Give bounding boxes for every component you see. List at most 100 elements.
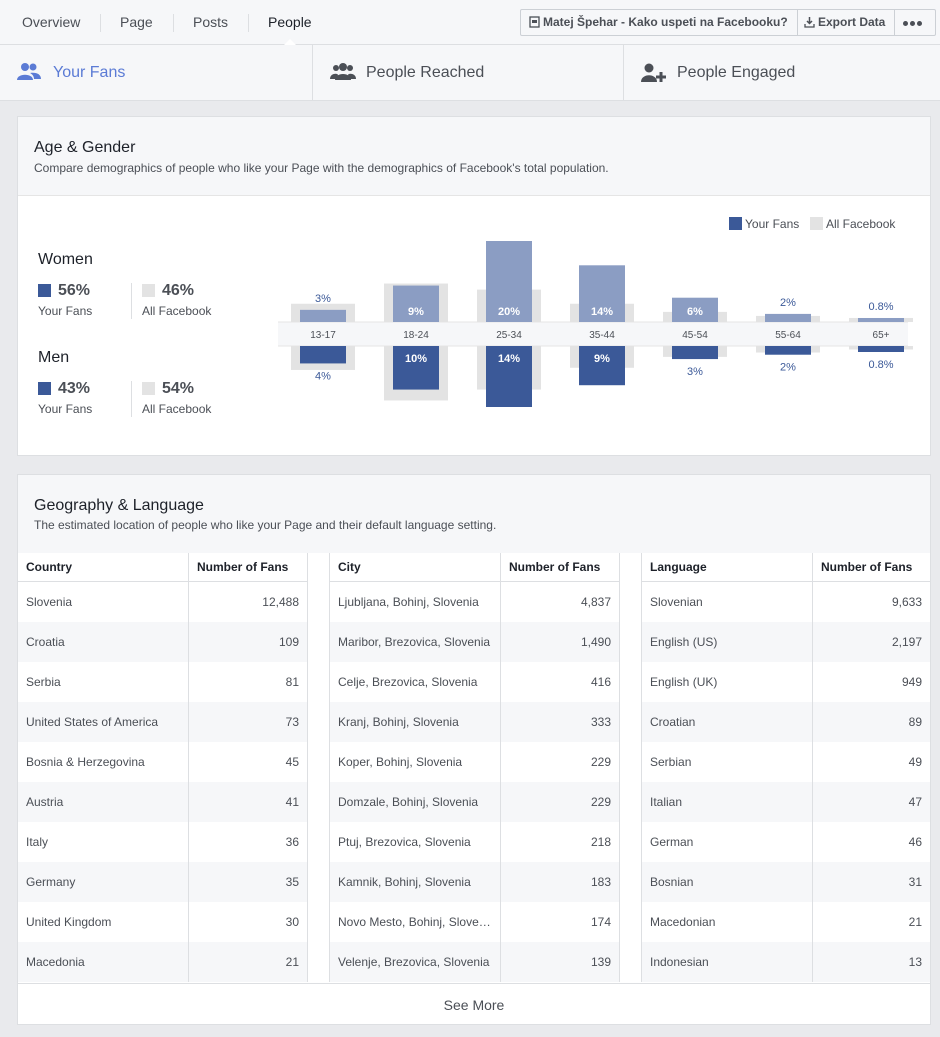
- column-header[interactable]: Number of Fans: [509, 560, 601, 574]
- see-more-button[interactable]: See More: [18, 983, 930, 1025]
- table-row: Kranj, Bohinj, Slovenia 333: [330, 702, 619, 742]
- panel-subtitle: Compare demographics of people who like …: [34, 161, 609, 175]
- row-fan-count: 229: [590, 755, 611, 769]
- table-row: Croatian 89: [642, 702, 930, 742]
- page-toolbar: Matej Špehar - Kako uspeti na Facebooku?…: [520, 9, 936, 36]
- women-data-label: 20%: [498, 306, 520, 318]
- subtab-your-fans[interactable]: Your Fans: [0, 45, 313, 101]
- women-fans-bar: [672, 297, 718, 322]
- men-data-label: 9%: [594, 353, 610, 365]
- men-fans-label: Your Fans: [38, 402, 93, 416]
- women-fans-bar: [858, 318, 904, 322]
- men-fans-pct: 43%: [58, 380, 91, 397]
- tab-divider: [100, 14, 101, 32]
- subtab-label: People Reached: [366, 64, 485, 81]
- row-name: Kranj, Bohinj, Slovenia: [338, 715, 459, 729]
- row-name: Velenje, Brezovica, Slovenia: [338, 955, 490, 969]
- page-button[interactable]: Matej Špehar - Kako uspeti na Facebooku?: [529, 10, 801, 35]
- women-fans-pct: 56%: [58, 282, 91, 299]
- legend-all-swatch: [810, 217, 823, 230]
- table-row: Serbia 81: [18, 662, 307, 702]
- row-name: Croatia: [26, 635, 65, 649]
- row-fan-count: 139: [590, 955, 611, 969]
- table-divider: [641, 553, 642, 982]
- row-fan-count: 13: [908, 955, 922, 969]
- row-name: Ljubljana, Bohinj, Slovenia: [338, 595, 479, 609]
- age-gender-panel: Age & Gender Compare demographics of peo…: [17, 116, 931, 456]
- row-fan-count: 9,633: [891, 595, 922, 609]
- row-fan-count: 21: [285, 955, 299, 969]
- table-row: Koper, Bohinj, Slovenia 229: [330, 742, 619, 782]
- table-row: Croatia 109: [18, 622, 307, 662]
- row-fan-count: 89: [908, 715, 922, 729]
- legend-all-facebook: All Facebook: [826, 217, 896, 231]
- age-tick-label: 25-34: [496, 330, 522, 341]
- row-name: German: [650, 835, 694, 849]
- men-data-label: 3%: [687, 366, 703, 378]
- geo-table-country: Country Number of Fans Slovenia 12,488 Croat…: [18, 553, 308, 983]
- subtab-people-engaged[interactable]: People Engaged: [624, 45, 940, 101]
- toolbar-divider: [894, 10, 895, 35]
- panel-title: Age & Gender: [34, 139, 136, 156]
- age-tick-label: 13-17: [310, 330, 336, 341]
- export-data-button[interactable]: Export Data: [804, 10, 896, 35]
- row-name: Italy: [26, 835, 49, 849]
- women-fans-bar: [765, 313, 811, 322]
- tab-posts[interactable]: Posts: [193, 14, 229, 30]
- row-fan-count: 4,837: [580, 595, 611, 609]
- men-fans-bar: [672, 346, 718, 360]
- panel-subtitle: The estimated location of people who lik…: [34, 518, 497, 532]
- table-row: United Kingdom 30: [18, 902, 307, 942]
- row-fan-count: 333: [590, 715, 611, 729]
- column-header[interactable]: City: [338, 560, 361, 574]
- table-row: Macedonia 21: [18, 942, 307, 982]
- men-all-label: All Facebook: [142, 402, 212, 416]
- table-row: Celje, Brezovica, Slovenia 416: [330, 662, 619, 702]
- tab-divider: [248, 14, 249, 32]
- men-fans-swatch: [38, 382, 51, 395]
- people-reached-icon: [330, 63, 356, 80]
- women-data-label: 3%: [315, 293, 331, 305]
- tab-people[interactable]: People: [268, 0, 312, 45]
- row-fan-count: 229: [590, 795, 611, 809]
- geography-panel: Geography & Language The estimated locat…: [17, 474, 931, 1025]
- page-icon: [529, 16, 540, 28]
- table-row: Serbian 49: [642, 742, 930, 782]
- row-fan-count: 47: [908, 795, 922, 809]
- row-fan-count: 36: [285, 835, 299, 849]
- women-fans-label: Your Fans: [38, 304, 93, 318]
- fans-icon: [17, 63, 41, 80]
- table-row: Italian 47: [642, 782, 930, 822]
- row-fan-count: 2,197: [891, 635, 922, 649]
- table-row: Bosnia & Herzegovina 45: [18, 742, 307, 782]
- row-fan-count: 41: [285, 795, 299, 809]
- row-fan-count: 81: [285, 675, 299, 689]
- row-name: Austria: [26, 795, 64, 809]
- column-header[interactable]: Language: [650, 560, 707, 574]
- toolbar-divider: [797, 10, 798, 35]
- table-row: Novo Mesto, Bohinj, Slove… 174: [330, 902, 619, 942]
- tab-page[interactable]: Page: [120, 14, 153, 30]
- panel-header: Geography & Language The estimated locat…: [18, 475, 930, 553]
- people-subtabs: Your Fans People Reached People Engaged: [0, 45, 940, 101]
- row-fan-count: 12,488: [262, 595, 299, 609]
- table-header: Language Number of Fans: [642, 553, 930, 582]
- column-header[interactable]: Number of Fans: [197, 560, 289, 574]
- more-options-button[interactable]: [903, 10, 935, 35]
- panel-title: Geography & Language: [34, 497, 204, 514]
- column-header[interactable]: Country: [26, 560, 72, 574]
- tab-overview[interactable]: Overview: [22, 14, 81, 30]
- row-fan-count: 183: [590, 875, 611, 889]
- men-label: Men: [38, 349, 70, 366]
- column-header[interactable]: Number of Fans: [821, 560, 913, 574]
- row-fan-count: 174: [590, 915, 611, 929]
- men-fans-bar: [765, 346, 811, 355]
- table-row: English (UK) 949: [642, 662, 930, 702]
- table-divider: [329, 553, 330, 982]
- row-name: Serbian: [650, 755, 692, 769]
- summary-divider: [131, 381, 132, 417]
- subtab-people-reached[interactable]: People Reached: [313, 45, 624, 101]
- women-all-label: All Facebook: [142, 304, 212, 318]
- column-divider: [812, 553, 813, 982]
- subtab-label: People Engaged: [677, 64, 796, 81]
